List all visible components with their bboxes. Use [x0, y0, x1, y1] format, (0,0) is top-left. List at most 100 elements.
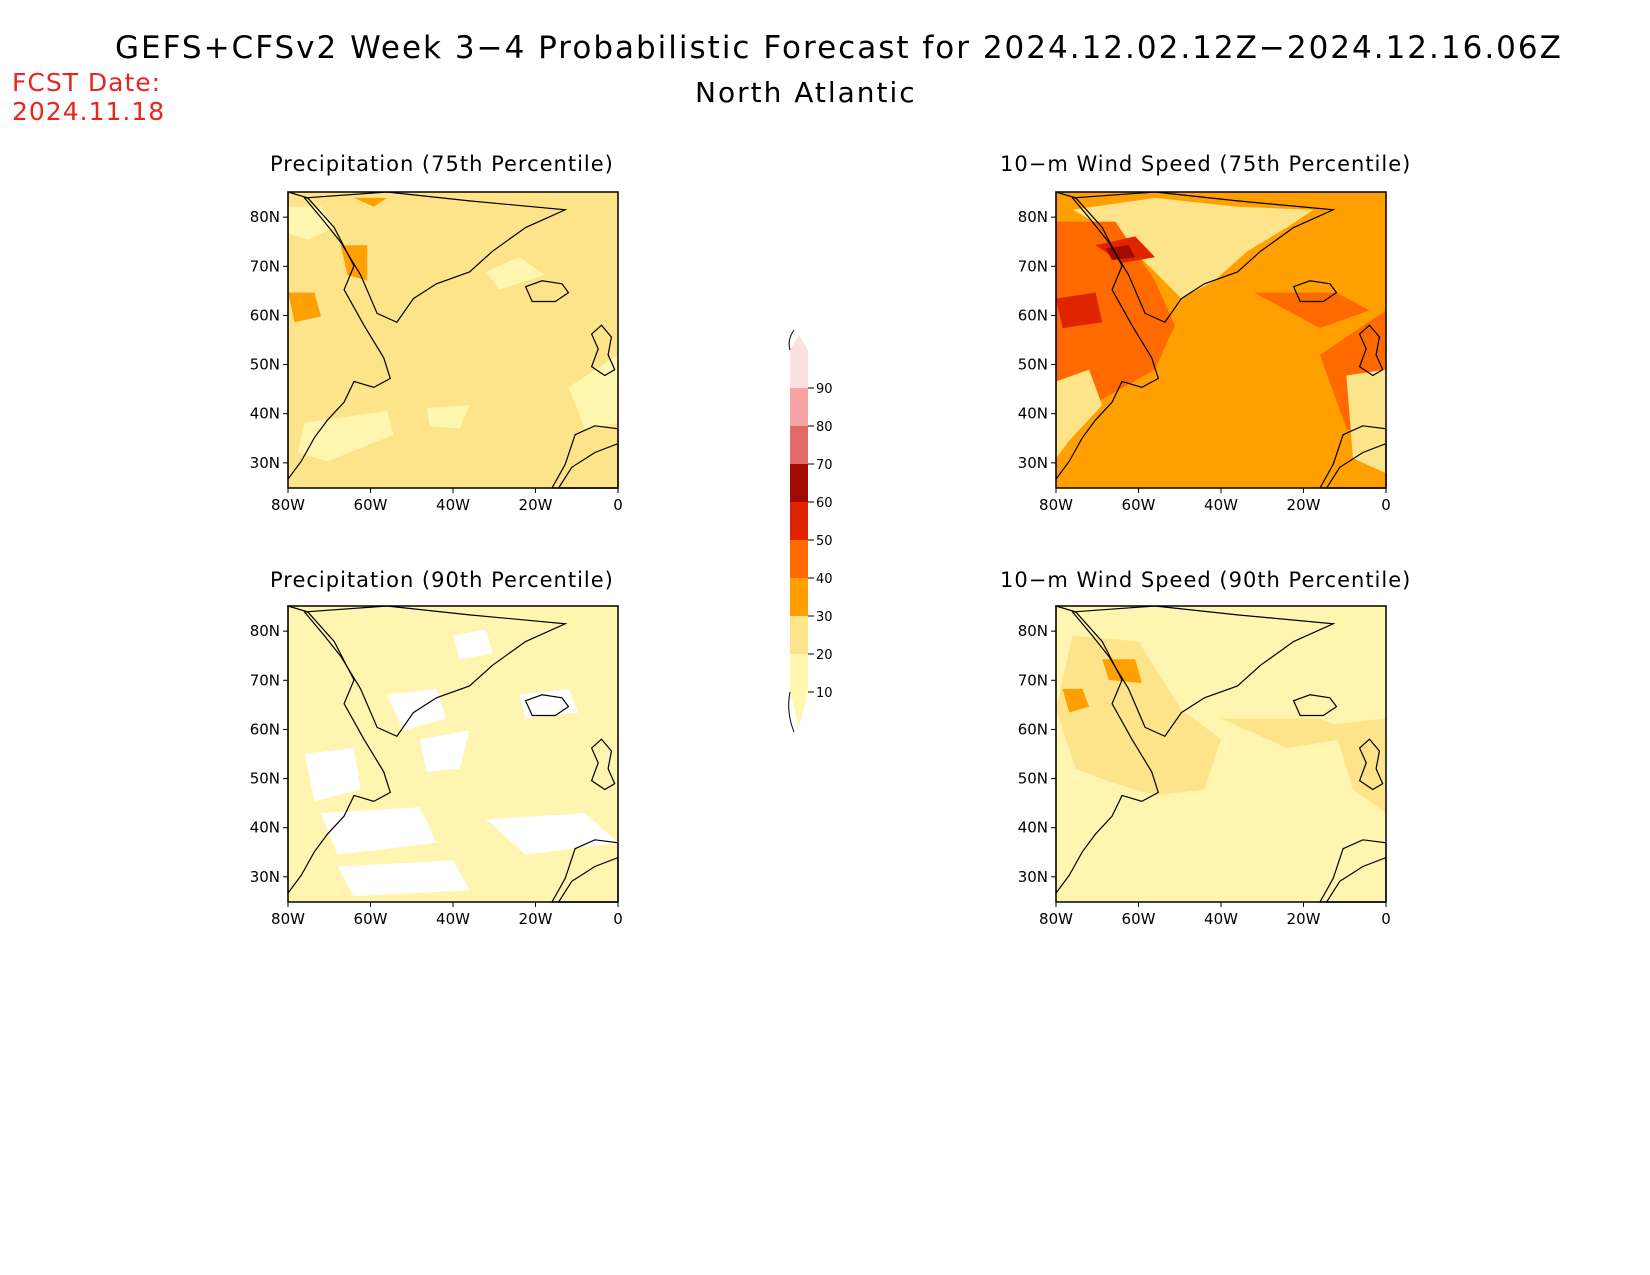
lat-tick-label: 40N: [250, 819, 280, 837]
contour-region: [337, 860, 470, 897]
lat-tick-label: 40N: [1018, 819, 1048, 837]
lon-tick-label: 80W: [1039, 910, 1073, 928]
wind-speed-75th-map: 80W 60W 40W 20W 0 80N 70N 60N 50N 40N 30N: [1018, 191, 1391, 514]
lon-tick-label: 20W: [1287, 910, 1321, 928]
coastline: [1071, 605, 1336, 737]
lat-tick-label: 70N: [250, 257, 280, 275]
lat-tick-label: 60N: [250, 306, 280, 324]
wind-speed-90th-map: 80W 60W 40W 20W 0 80N 70N 60N 50N 40N 30N: [1018, 605, 1391, 928]
contour-region: [568, 354, 618, 429]
lon-tick-label: 80W: [271, 496, 305, 514]
contour-region: [1056, 369, 1103, 459]
lon-tick-label: 0: [1381, 910, 1391, 928]
lat-tick-label: 50N: [1018, 770, 1048, 788]
fcst-date-label: FCST Date:: [12, 68, 162, 97]
colorbar-swatch: [790, 540, 808, 578]
contour-region: [1072, 197, 1314, 299]
lat-tick-label: 80N: [250, 208, 280, 226]
colorbar-outline: [788, 329, 795, 351]
colorbar-swatch: [790, 464, 808, 502]
forecast-date-block: FCST Date: 2024.11.18: [12, 68, 165, 126]
lon-tick-label: 40W: [1204, 496, 1238, 514]
coastline: [1071, 191, 1336, 323]
contour-region: [420, 730, 470, 772]
contour-region: [321, 807, 437, 855]
lat-tick-label: 30N: [1018, 454, 1048, 472]
contour-region: [1254, 292, 1370, 329]
lat-tick-label: 60N: [1018, 306, 1048, 324]
lon-tick-label: 20W: [519, 496, 553, 514]
lat-tick-label: 70N: [1018, 671, 1048, 689]
lat-tick-label: 80N: [250, 622, 280, 640]
precipitation-90th-map: 80W 60W 40W 20W 0 80N 70N 60N 50N 40N 30N: [250, 605, 623, 928]
colorbar-lower-cap: [790, 692, 808, 727]
lon-tick-label: 60W: [354, 910, 388, 928]
contour-region: [486, 257, 546, 290]
colorbar-swatch: [790, 578, 808, 616]
lat-tick-label: 30N: [250, 868, 280, 886]
panel-title-wind75: 10−m Wind Speed (75th Percentile): [1000, 152, 1412, 176]
lon-tick-label: 80W: [1039, 496, 1073, 514]
map-field: [287, 605, 619, 903]
colorbar-label: 60: [816, 496, 833, 511]
contour-region: [387, 688, 447, 731]
lat-tick-label: 50N: [250, 356, 280, 374]
colorbar-swatch: [790, 388, 808, 426]
coastline: [303, 191, 568, 323]
lat-tick-label: 30N: [1018, 868, 1048, 886]
colorbar-swatch: [790, 426, 808, 464]
colorbar-label: 40: [816, 572, 833, 587]
contour-region: [288, 292, 321, 323]
lon-tick-label: 60W: [354, 496, 388, 514]
panel-title-wind90: 10−m Wind Speed (90th Percentile): [1000, 568, 1412, 592]
lon-tick-label: 40W: [436, 910, 470, 928]
lat-tick-label: 60N: [250, 720, 280, 738]
coastline: [1292, 694, 1338, 717]
colorbar-outline: [788, 691, 795, 733]
coastline: [1292, 280, 1338, 303]
colorbar-label: 50: [816, 534, 833, 549]
lon-tick-label: 20W: [1287, 496, 1321, 514]
lon-tick-label: 80W: [271, 910, 305, 928]
contour-region: [519, 688, 579, 719]
lat-tick-label: 50N: [1018, 356, 1048, 374]
lon-tick-label: 60W: [1122, 910, 1156, 928]
coastline: [590, 324, 616, 377]
colorbar-label: 20: [816, 648, 833, 663]
contour-region: [1062, 688, 1089, 713]
colorbar-label: 80: [816, 420, 833, 435]
colorbar-label: 90: [816, 382, 833, 397]
lat-tick-label: 70N: [1018, 257, 1048, 275]
lat-tick-label: 80N: [1018, 208, 1048, 226]
lon-tick-label: 0: [613, 910, 623, 928]
probability-colorbar: 10 20 30 40 50 60 70 80 90: [788, 329, 833, 733]
colorbar-swatch: [790, 616, 808, 654]
region-subtitle: North Atlantic: [695, 76, 917, 109]
lat-tick-label: 40N: [1018, 405, 1048, 423]
panel-title-precip75: Precipitation (75th Percentile): [270, 152, 614, 176]
fcst-date-value: 2024.11.18: [12, 97, 166, 126]
coastline: [590, 738, 616, 791]
contour-region: [1056, 635, 1221, 796]
colorbar-swatch: [790, 654, 808, 692]
coastline: [1358, 324, 1384, 377]
contour-region: [304, 748, 361, 802]
contour-region: [297, 411, 394, 462]
contour-region: [354, 197, 387, 207]
lat-tick-label: 70N: [250, 671, 280, 689]
colorbar-swatch: [790, 350, 808, 388]
lat-tick-label: 50N: [250, 770, 280, 788]
colorbar-label: 10: [816, 686, 833, 701]
contour-region: [453, 629, 493, 660]
lon-tick-label: 0: [1381, 496, 1391, 514]
lat-tick-label: 60N: [1018, 720, 1048, 738]
lat-tick-label: 40N: [250, 405, 280, 423]
lon-tick-label: 0: [613, 496, 623, 514]
map-field: [287, 191, 619, 489]
coastline: [524, 694, 570, 717]
lon-tick-label: 20W: [519, 910, 553, 928]
coastline: [1358, 738, 1384, 791]
colorbar-label: 70: [816, 458, 833, 473]
contour-region: [1056, 292, 1103, 329]
panel-title-precip90: Precipitation (90th Percentile): [270, 568, 614, 592]
